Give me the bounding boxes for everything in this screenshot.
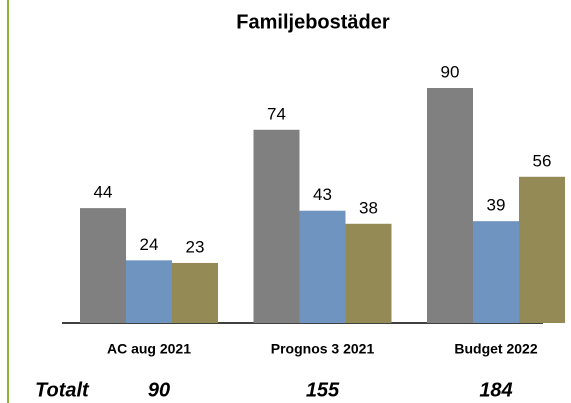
chart-title: Familjebostäder bbox=[236, 11, 390, 33]
bar bbox=[345, 223, 392, 323]
total-value: 90 bbox=[148, 379, 170, 401]
value-label: 43 bbox=[313, 185, 332, 204]
value-label: 56 bbox=[533, 151, 552, 170]
total-value: 184 bbox=[479, 379, 512, 401]
bar bbox=[126, 260, 172, 323]
x-tick-label: Prognos 3 2021 bbox=[271, 341, 375, 357]
bar bbox=[80, 208, 126, 323]
bar bbox=[427, 88, 473, 323]
bar bbox=[172, 262, 218, 323]
totals-label: Totalt bbox=[35, 379, 90, 401]
value-label: 23 bbox=[186, 237, 205, 256]
x-tick-label: AC aug 2021 bbox=[107, 341, 191, 357]
bar bbox=[299, 210, 346, 323]
bar bbox=[519, 176, 565, 323]
value-label: 24 bbox=[140, 235, 159, 254]
bar bbox=[253, 129, 300, 323]
value-label: 38 bbox=[359, 198, 378, 217]
value-label: 44 bbox=[94, 183, 113, 202]
bar bbox=[473, 221, 519, 323]
value-label: 90 bbox=[441, 62, 460, 81]
x-tick-label: Budget 2022 bbox=[454, 341, 537, 357]
total-value: 155 bbox=[306, 379, 340, 401]
value-label: 74 bbox=[267, 104, 286, 123]
value-label: 39 bbox=[487, 196, 506, 215]
